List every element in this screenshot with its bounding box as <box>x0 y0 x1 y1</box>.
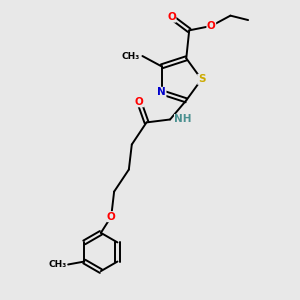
Text: O: O <box>207 21 216 31</box>
Text: O: O <box>167 12 176 22</box>
Text: CH₃: CH₃ <box>48 260 67 269</box>
Text: O: O <box>107 212 116 222</box>
Text: S: S <box>198 74 205 84</box>
Text: NH: NH <box>175 115 192 124</box>
Text: CH₃: CH₃ <box>121 52 140 61</box>
Text: N: N <box>157 87 166 97</box>
Text: O: O <box>135 97 143 107</box>
